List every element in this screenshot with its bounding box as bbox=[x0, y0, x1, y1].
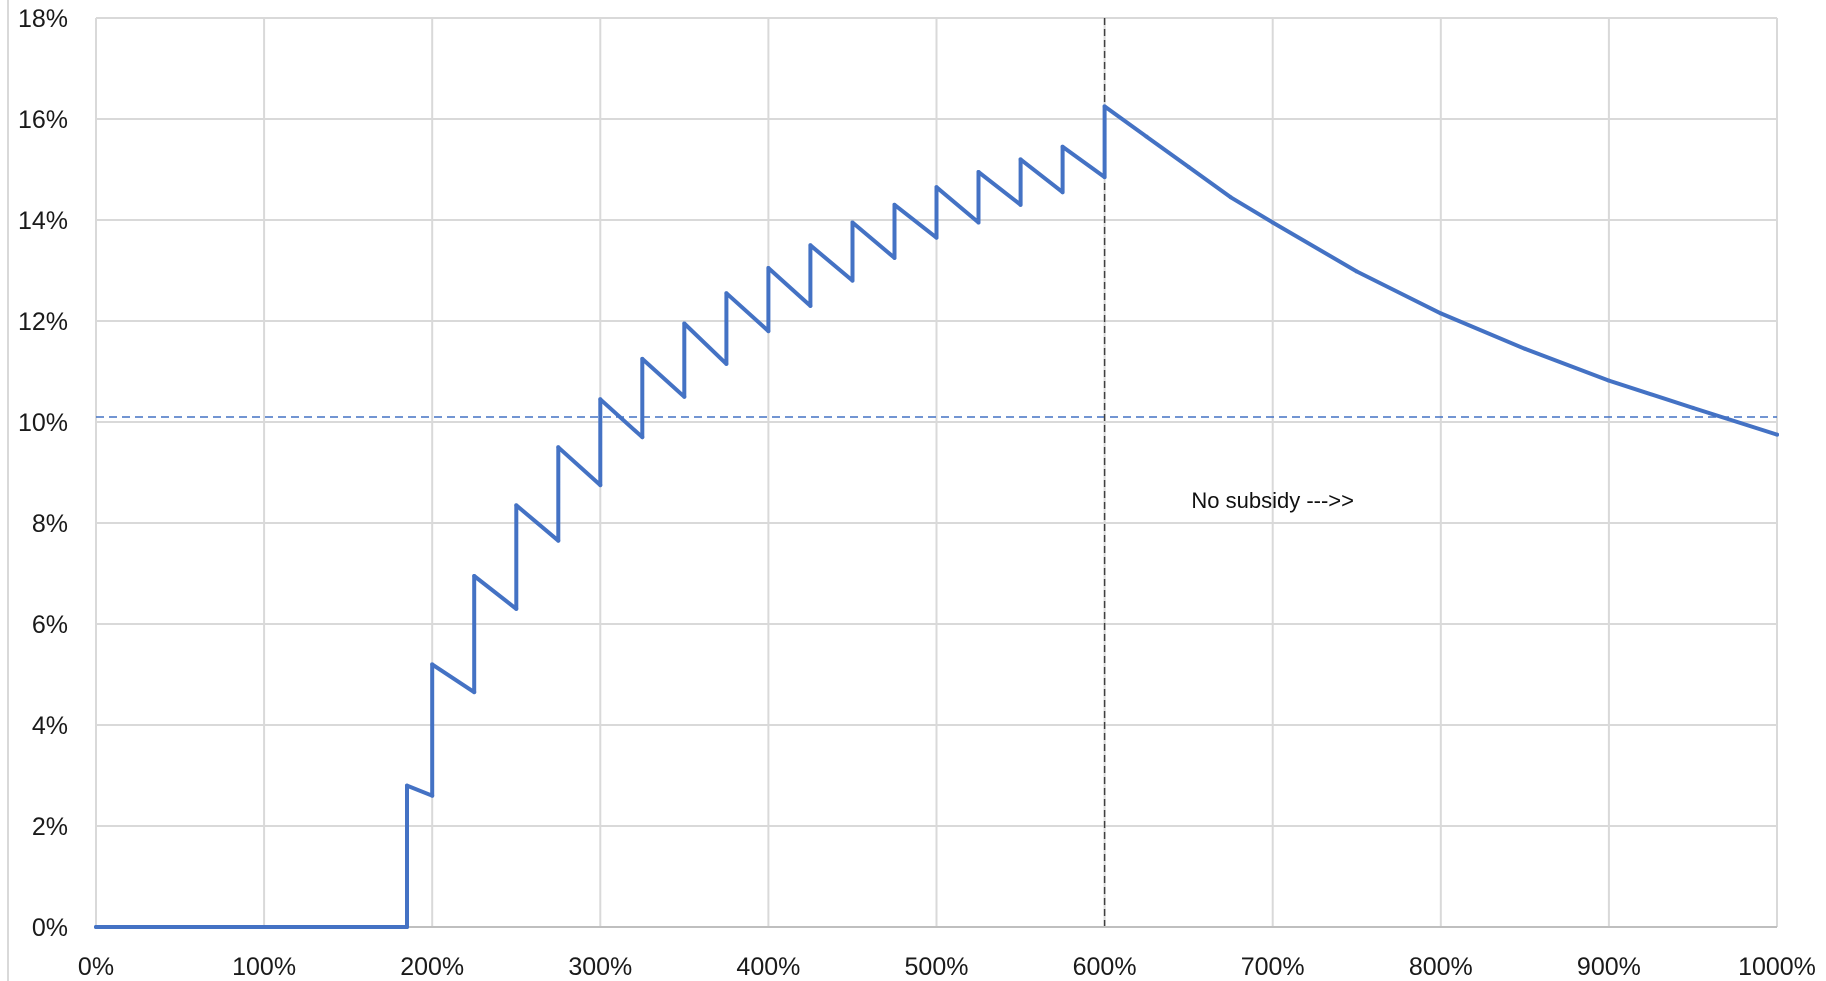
data-point bbox=[1228, 195, 1233, 200]
data-point bbox=[94, 925, 98, 929]
y-tick-label: 6% bbox=[32, 611, 68, 639]
x-tick-label: 300% bbox=[568, 953, 632, 981]
y-tick-label: 10% bbox=[18, 409, 68, 437]
y-tick-label: 16% bbox=[18, 106, 68, 134]
data-point bbox=[514, 606, 519, 611]
x-tick-label: 1000% bbox=[1738, 953, 1816, 981]
annotations: No subsidy --->> bbox=[1191, 488, 1354, 513]
data-point bbox=[598, 397, 603, 402]
data-point bbox=[1522, 346, 1527, 351]
data-point bbox=[724, 291, 729, 296]
data-point bbox=[682, 394, 687, 399]
y-tick-label: 18% bbox=[18, 5, 68, 33]
data-point bbox=[472, 574, 477, 579]
data-point bbox=[724, 361, 729, 366]
data-point bbox=[1270, 220, 1275, 225]
y-tick-label: 4% bbox=[32, 712, 68, 740]
x-tick-label: 500% bbox=[905, 953, 969, 981]
data-point bbox=[1060, 190, 1065, 195]
data-point bbox=[1060, 144, 1065, 149]
y-tick-label: 12% bbox=[18, 308, 68, 336]
data-point bbox=[430, 662, 435, 667]
data-point bbox=[556, 538, 561, 543]
series-layer bbox=[94, 104, 1779, 929]
data-point bbox=[682, 321, 687, 326]
data-point bbox=[598, 483, 603, 488]
data-point bbox=[1775, 432, 1779, 437]
x-tick-label: 800% bbox=[1409, 953, 1473, 981]
y-tick-label: 8% bbox=[32, 510, 68, 538]
data-point bbox=[934, 185, 939, 190]
y-axis-tick-labels: 0% 2% 4% 6% 8% 10% 12% 14% 16% 18% bbox=[18, 5, 68, 942]
y-tick-label: 0% bbox=[32, 914, 68, 942]
data-point bbox=[766, 329, 771, 334]
data-point bbox=[640, 356, 645, 361]
x-tick-label: 100% bbox=[232, 953, 296, 981]
data-point bbox=[514, 503, 519, 508]
data-point bbox=[850, 278, 855, 283]
data-point bbox=[892, 255, 897, 260]
y-tick-label: 2% bbox=[32, 813, 68, 841]
annotation-text: No subsidy --->> bbox=[1191, 488, 1354, 513]
x-axis-tick-labels: 0% 100% 200% 300% 400% 500% 600% 700% 800% 900% 10… bbox=[78, 953, 1816, 981]
data-point bbox=[1102, 175, 1107, 180]
x-tick-label: 600% bbox=[1073, 953, 1137, 981]
x-tick-label: 200% bbox=[400, 953, 464, 981]
x-tick-label: 400% bbox=[736, 953, 800, 981]
data-point bbox=[1690, 405, 1695, 410]
data-point bbox=[404, 925, 409, 929]
data-point bbox=[1102, 104, 1107, 109]
data-point bbox=[1438, 311, 1443, 316]
data-point bbox=[808, 243, 813, 248]
data-point bbox=[934, 235, 939, 240]
data-point bbox=[472, 690, 477, 695]
data-point bbox=[850, 220, 855, 225]
x-tick-label: 0% bbox=[78, 953, 114, 981]
data-point bbox=[1018, 202, 1023, 207]
data-point bbox=[1144, 134, 1149, 139]
axes bbox=[7, 0, 1777, 981]
x-tick-label: 700% bbox=[1241, 953, 1305, 981]
data-point bbox=[1606, 378, 1611, 383]
x-tick-label: 900% bbox=[1577, 953, 1641, 981]
y-tick-label: 14% bbox=[18, 207, 68, 235]
data-point bbox=[808, 303, 813, 308]
data-point bbox=[404, 783, 409, 788]
data-point bbox=[1186, 164, 1191, 169]
data-point bbox=[766, 265, 771, 270]
data-point bbox=[892, 202, 897, 207]
data-point bbox=[640, 435, 645, 440]
data-point bbox=[430, 793, 435, 798]
data-point bbox=[1018, 157, 1023, 162]
data-point bbox=[556, 445, 561, 450]
reference-lines bbox=[96, 18, 1777, 927]
data-point bbox=[976, 220, 981, 225]
gridlines bbox=[95, 17, 1778, 928]
data-point bbox=[1354, 269, 1359, 274]
data-point bbox=[976, 170, 981, 175]
